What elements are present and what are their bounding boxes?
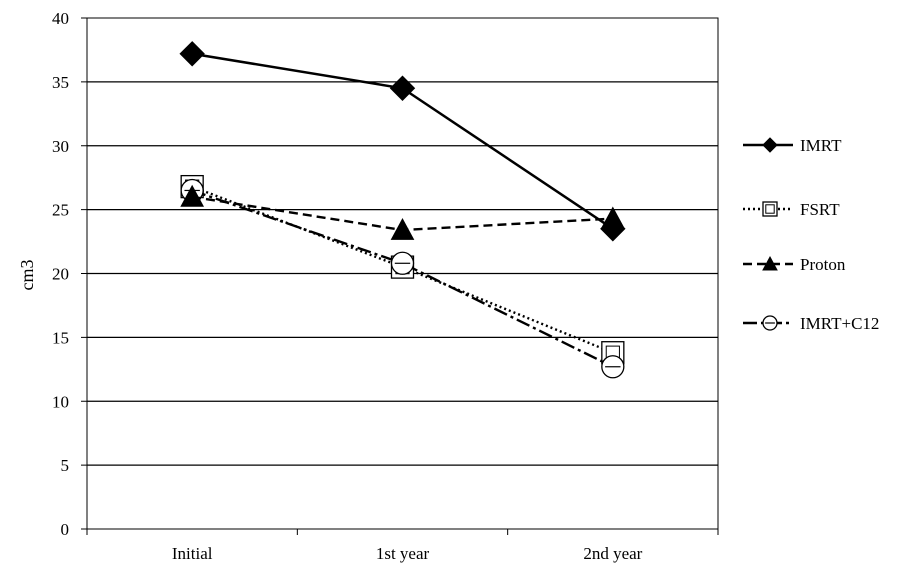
data-point <box>600 206 625 229</box>
y-tick-label: 35 <box>52 73 69 92</box>
legend-marker <box>762 137 778 153</box>
data-point <box>180 184 205 207</box>
legend-label: Proton <box>800 255 846 274</box>
legend-marker <box>762 255 778 271</box>
y-tick-label: 20 <box>52 265 69 284</box>
legend: IMRT FSRT Proton IMRT+C12 <box>743 136 879 333</box>
legend-marker-inner <box>765 204 775 214</box>
legend-item: IMRT+C12 <box>743 314 879 333</box>
gridlines <box>87 81 718 466</box>
y-axis: 0 5 10 15 20 25 30 35 40 <box>52 9 87 539</box>
y-tick-label: 0 <box>61 520 70 539</box>
y-tick-label: 25 <box>52 201 69 220</box>
y-tick-label: 15 <box>52 328 69 347</box>
legend-label: IMRT <box>800 136 842 155</box>
y-axis-label: cm3 <box>17 260 37 291</box>
y-tick-label: 40 <box>52 9 69 28</box>
legend-label: FSRT <box>800 200 840 219</box>
legend-marker <box>762 201 778 217</box>
legend-item: FSRT <box>743 200 840 219</box>
y-tick-label: 30 <box>52 137 69 156</box>
series-imrt <box>179 41 626 242</box>
data-point <box>390 218 415 240</box>
legend-item: Proton <box>743 255 846 274</box>
y-tick-label: 5 <box>61 456 70 475</box>
data-point <box>179 41 205 67</box>
legend-item: IMRT <box>743 136 842 155</box>
series-proton <box>180 184 625 240</box>
y-tick-label: 10 <box>52 392 69 411</box>
data-point <box>389 75 416 101</box>
x-tick-label: 2nd year <box>583 544 642 563</box>
legend-label: IMRT+C12 <box>800 314 879 333</box>
x-tick-label: Initial <box>172 544 213 563</box>
x-tick-label: 1st year <box>376 544 430 563</box>
series-layer <box>179 41 626 379</box>
series-line <box>191 189 614 368</box>
x-axis: Initial 1st year 2nd year <box>86 529 719 563</box>
